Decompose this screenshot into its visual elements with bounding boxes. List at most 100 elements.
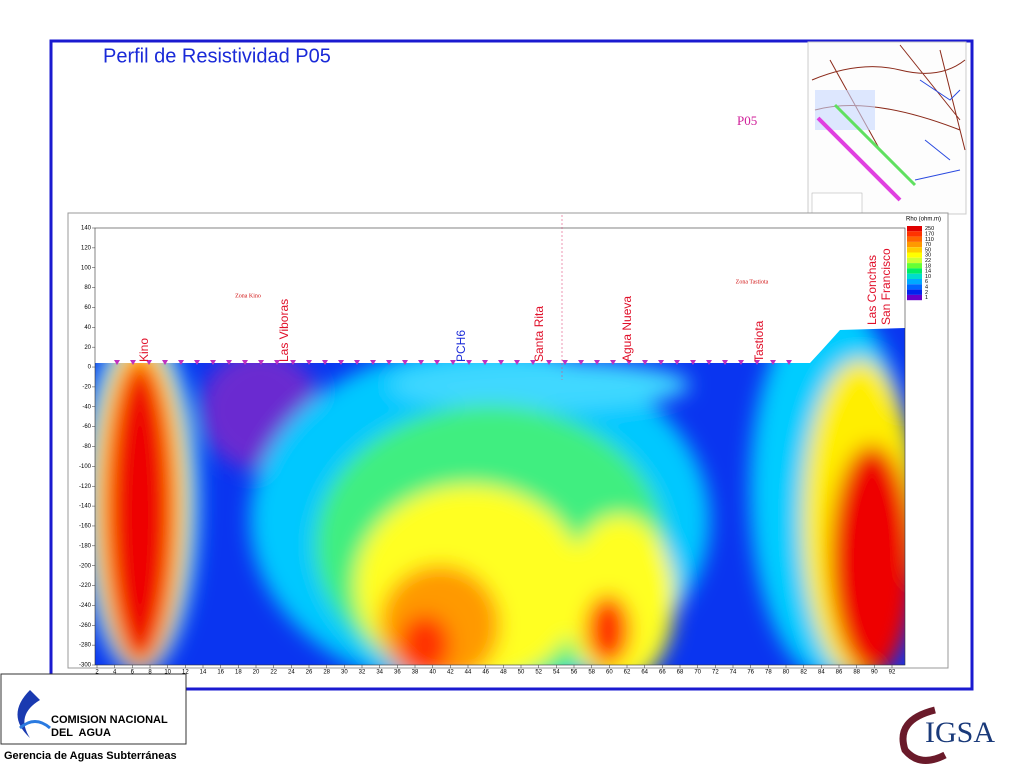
well-marker (242, 360, 248, 365)
legend-label: 22 (925, 258, 931, 264)
y-tick-label: 120 (81, 245, 92, 251)
resistivity-section (95, 228, 905, 665)
x-tick-label: 12 (182, 670, 189, 676)
well-marker (434, 360, 440, 365)
well-marker (610, 360, 616, 365)
well-marker (674, 360, 680, 365)
x-tick-label: 76 (747, 670, 754, 676)
y-tick-label: 60 (84, 305, 91, 311)
x-tick-label: 46 (482, 670, 489, 676)
x-tick-label: 34 (376, 670, 383, 676)
x-tick-label: 38 (412, 670, 419, 676)
well-marker (226, 360, 232, 365)
well-marker (258, 360, 264, 365)
well-marker (466, 360, 472, 365)
well-marker (210, 360, 216, 365)
legend-label: 170 (925, 231, 934, 237)
x-tick-label: 66 (659, 670, 666, 676)
x-tick-label: 90 (871, 670, 878, 676)
well-marker (306, 360, 312, 365)
well-marker (450, 360, 456, 365)
x-tick-label: 28 (323, 670, 330, 676)
well-marker (386, 360, 392, 365)
legend-swatch (907, 289, 922, 295)
well-marker (706, 360, 712, 365)
well-marker (338, 360, 344, 365)
place-label: PCH6 (454, 330, 468, 362)
legend-swatch (907, 257, 922, 264)
x-tick-label: 92 (889, 670, 896, 676)
legend-label: 250 (925, 226, 934, 232)
legend-swatch (907, 252, 922, 258)
x-tick-label: 78 (765, 670, 772, 676)
y-tick-label: -20 (82, 384, 91, 390)
title: Perfil de Resistividad P05 (103, 45, 331, 67)
y-tick-label: -120 (79, 484, 92, 490)
well-marker (146, 360, 152, 365)
x-tick-label: 14 (200, 670, 207, 676)
x-tick-label: 58 (588, 670, 595, 676)
y-tick-label: 40 (84, 325, 91, 331)
legend-swatch (907, 279, 922, 285)
well-marker (354, 360, 360, 365)
place-label: San Francisco (879, 248, 893, 325)
x-tick-label: 40 (429, 670, 436, 676)
x-tick-label: 80 (783, 670, 790, 676)
well-marker (594, 360, 600, 365)
y-tick-label: -220 (79, 583, 92, 589)
x-tick-label: 70 (694, 670, 701, 676)
y-tick-label: -240 (79, 603, 92, 609)
x-tick-label: 18 (235, 670, 242, 676)
legend-label: 18 (925, 263, 931, 269)
legend-swatch (907, 236, 922, 242)
x-tick-label: 48 (500, 670, 507, 676)
well-marker (418, 360, 424, 365)
slide-frame (49, 39, 974, 691)
org-name: COMISION NACIONAL (51, 714, 168, 726)
legend-swatch (907, 273, 922, 279)
place-label: Las Viboras (277, 299, 291, 362)
x-tick-label: 42 (447, 670, 454, 676)
y-tick-label: -280 (79, 643, 92, 649)
y-tick-label: -160 (79, 524, 92, 530)
place-label: Kino (137, 338, 151, 362)
y-tick-label: -100 (79, 464, 92, 470)
x-tick-label: 50 (518, 670, 525, 676)
x-tick-label: 10 (164, 670, 171, 676)
well-marker (738, 360, 744, 365)
well-marker (626, 360, 632, 365)
x-tick-label: 20 (253, 670, 260, 676)
place-label: Agua Nueva (620, 296, 634, 362)
x-tick-label: 88 (853, 670, 860, 676)
well-marker (402, 360, 408, 365)
legend-label: 1 (925, 295, 928, 301)
y-tick-label: 100 (81, 265, 92, 271)
legend-label: 30 (925, 253, 931, 259)
legend-label: 4 (925, 284, 928, 290)
well-marker (370, 360, 376, 365)
x-tick-label: 44 (465, 670, 472, 676)
x-tick-label: 24 (288, 670, 295, 676)
x-tick-label: 52 (535, 670, 542, 676)
org-name: DEL AGUA (51, 727, 111, 739)
y-tick-label: -180 (79, 543, 92, 549)
x-tick-label: 30 (341, 670, 348, 676)
place-label: Las Conchas (865, 255, 879, 325)
x-tick-label: 72 (712, 670, 719, 676)
x-tick-label: 8 (148, 670, 152, 676)
well-marker (578, 360, 584, 365)
well-marker (482, 360, 488, 365)
well-marker (530, 360, 536, 365)
x-tick-label: 32 (359, 670, 366, 676)
profile-label: P05 (737, 113, 757, 128)
x-tick-label: 86 (836, 670, 843, 676)
x-tick-label: 60 (606, 670, 613, 676)
y-tick-label: -140 (79, 504, 92, 510)
x-tick-label: 68 (677, 670, 684, 676)
zone-label: Zona Kino (235, 293, 261, 299)
legend-label: 70 (925, 242, 931, 248)
x-tick-label: 54 (553, 670, 560, 676)
x-tick-label: 6 (131, 670, 135, 676)
location-map (807, 41, 967, 215)
